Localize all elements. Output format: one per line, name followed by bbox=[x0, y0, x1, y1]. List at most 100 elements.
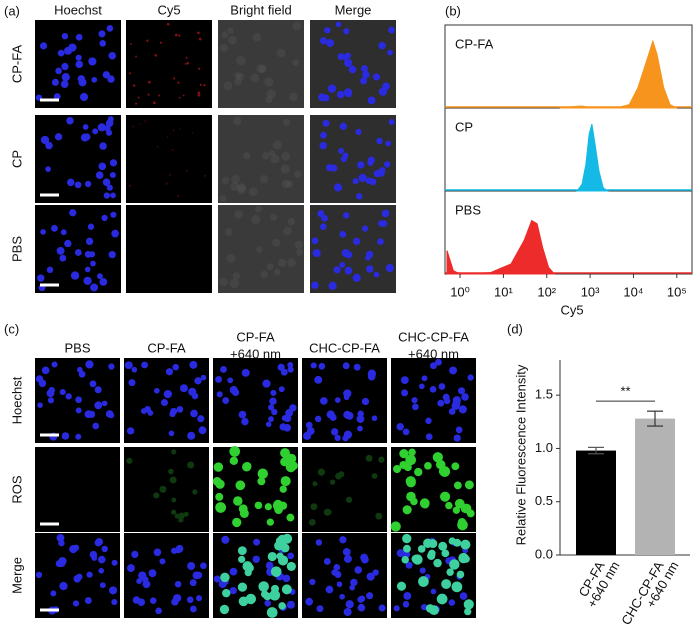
cell bbox=[108, 586, 118, 595]
cell bbox=[98, 30, 106, 38]
cell bbox=[400, 376, 409, 385]
x-tick-label: 10⁰ bbox=[450, 284, 470, 299]
cell bbox=[266, 89, 276, 99]
cell bbox=[68, 43, 77, 52]
cell bbox=[319, 37, 328, 45]
column-header: CP-FA bbox=[147, 340, 186, 355]
cell bbox=[129, 42, 132, 45]
cell bbox=[144, 405, 151, 413]
column-header: Hoechst bbox=[54, 2, 102, 17]
cell bbox=[420, 603, 428, 611]
cell bbox=[105, 119, 114, 127]
cell bbox=[257, 468, 268, 479]
cell bbox=[324, 27, 331, 34]
cell bbox=[388, 119, 395, 125]
cell bbox=[171, 497, 177, 503]
cell bbox=[101, 400, 108, 407]
cell bbox=[213, 462, 224, 472]
cell bbox=[69, 545, 78, 554]
cell bbox=[437, 399, 445, 407]
cell bbox=[47, 397, 55, 404]
cell bbox=[173, 594, 182, 602]
cell bbox=[219, 277, 228, 287]
column-header: +640 nm bbox=[408, 346, 459, 361]
cell bbox=[277, 258, 287, 268]
cell bbox=[353, 237, 361, 245]
cell bbox=[443, 397, 451, 405]
cell bbox=[414, 467, 423, 477]
cell bbox=[365, 454, 373, 462]
cell bbox=[183, 511, 189, 517]
cell bbox=[229, 586, 237, 595]
cell bbox=[383, 161, 391, 168]
cell bbox=[405, 454, 417, 466]
cell bbox=[149, 597, 157, 604]
x-tick-label: 10³ bbox=[581, 284, 600, 299]
cell bbox=[174, 513, 180, 519]
cell bbox=[176, 406, 184, 413]
cell bbox=[153, 548, 162, 557]
cell bbox=[268, 404, 275, 411]
cell bbox=[286, 561, 296, 572]
cell bbox=[94, 401, 103, 410]
cell bbox=[356, 193, 363, 200]
cell bbox=[229, 446, 241, 457]
cell bbox=[221, 535, 230, 544]
cell bbox=[286, 600, 295, 609]
micrograph bbox=[35, 115, 121, 203]
cell bbox=[326, 39, 335, 47]
cell bbox=[72, 600, 80, 607]
cell bbox=[221, 176, 230, 185]
cell bbox=[95, 171, 104, 180]
cell bbox=[203, 84, 206, 87]
cell bbox=[343, 28, 350, 35]
image-background bbox=[218, 205, 304, 293]
cell bbox=[283, 118, 291, 126]
cell bbox=[402, 428, 410, 436]
cell bbox=[58, 557, 67, 566]
cell bbox=[159, 485, 167, 493]
cell bbox=[154, 53, 158, 57]
cell bbox=[316, 605, 324, 613]
cell bbox=[219, 43, 229, 52]
cell bbox=[377, 238, 384, 245]
cell bbox=[345, 411, 354, 420]
cell bbox=[279, 485, 287, 493]
micrograph bbox=[218, 20, 304, 108]
cell bbox=[138, 123, 141, 126]
cell bbox=[177, 81, 180, 84]
cell bbox=[283, 423, 292, 432]
cell bbox=[135, 55, 138, 58]
cell bbox=[61, 432, 70, 440]
density-area bbox=[446, 219, 556, 275]
panel-label: (d) bbox=[507, 321, 523, 336]
cell bbox=[269, 397, 277, 405]
cell bbox=[65, 393, 72, 400]
cell bbox=[165, 182, 168, 185]
cell bbox=[378, 87, 388, 96]
image-background bbox=[35, 447, 120, 532]
cell bbox=[179, 384, 188, 393]
cell bbox=[126, 457, 133, 464]
cell bbox=[312, 249, 321, 258]
cell bbox=[393, 464, 402, 474]
cell bbox=[378, 456, 385, 463]
column-header: +640 nm bbox=[230, 346, 281, 361]
micrograph bbox=[126, 20, 212, 108]
cell bbox=[271, 584, 279, 593]
cell bbox=[333, 266, 341, 274]
cell bbox=[305, 421, 313, 429]
cell bbox=[178, 512, 185, 519]
cell bbox=[212, 477, 222, 486]
cell bbox=[176, 195, 179, 198]
cell bbox=[258, 64, 267, 73]
cell bbox=[46, 266, 54, 274]
cell bbox=[402, 505, 412, 515]
column-header: Cy5 bbox=[157, 2, 180, 17]
cell bbox=[270, 213, 278, 221]
cell bbox=[85, 360, 94, 369]
micrograph bbox=[35, 358, 120, 443]
cell bbox=[200, 562, 207, 570]
cell bbox=[190, 605, 197, 613]
micrograph bbox=[35, 205, 121, 293]
